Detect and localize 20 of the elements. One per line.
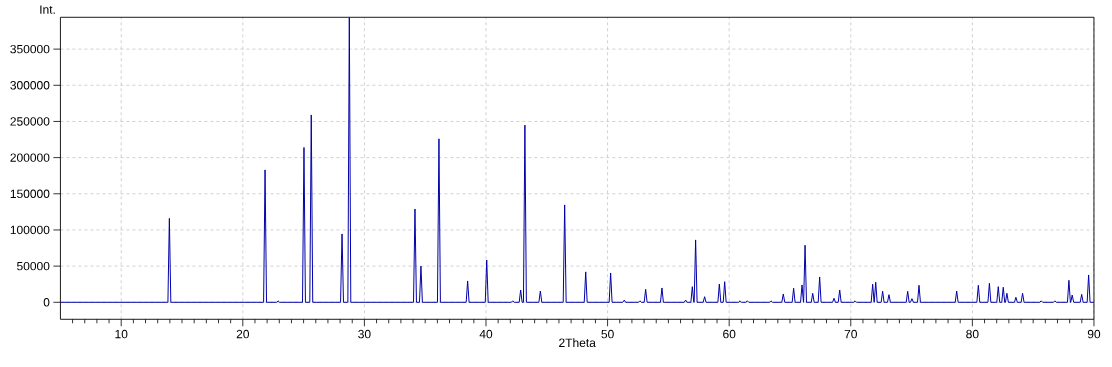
y-tick-label: 150000 [10, 189, 50, 199]
x-tick-label: 10 [115, 329, 128, 339]
y-axis-title: Int. [40, 5, 55, 14]
line-series [60, 17, 1094, 303]
y-tick-label: 100000 [10, 225, 50, 235]
x-tick-label: 80 [966, 329, 979, 339]
y-tick-label: 250000 [10, 117, 50, 126]
y-tick-label: 50000 [17, 261, 50, 271]
y-tick-label: 0 [43, 298, 50, 307]
x-tick-label: 40 [479, 329, 493, 339]
x-tick-label: 30 [358, 329, 371, 339]
x-tick-label: 70 [844, 329, 857, 339]
y-tick-label: 300000 [10, 81, 50, 90]
x-tick-label: 20 [236, 329, 250, 339]
x-axis-title: 2Theta [559, 338, 596, 347]
x-tick-label: 60 [723, 329, 736, 339]
x-tick-label: 90 [1087, 329, 1101, 339]
x-tick-label: 50 [601, 329, 614, 339]
y-tick-label: 200000 [10, 153, 50, 162]
y-tick-label: 350000 [10, 44, 50, 54]
